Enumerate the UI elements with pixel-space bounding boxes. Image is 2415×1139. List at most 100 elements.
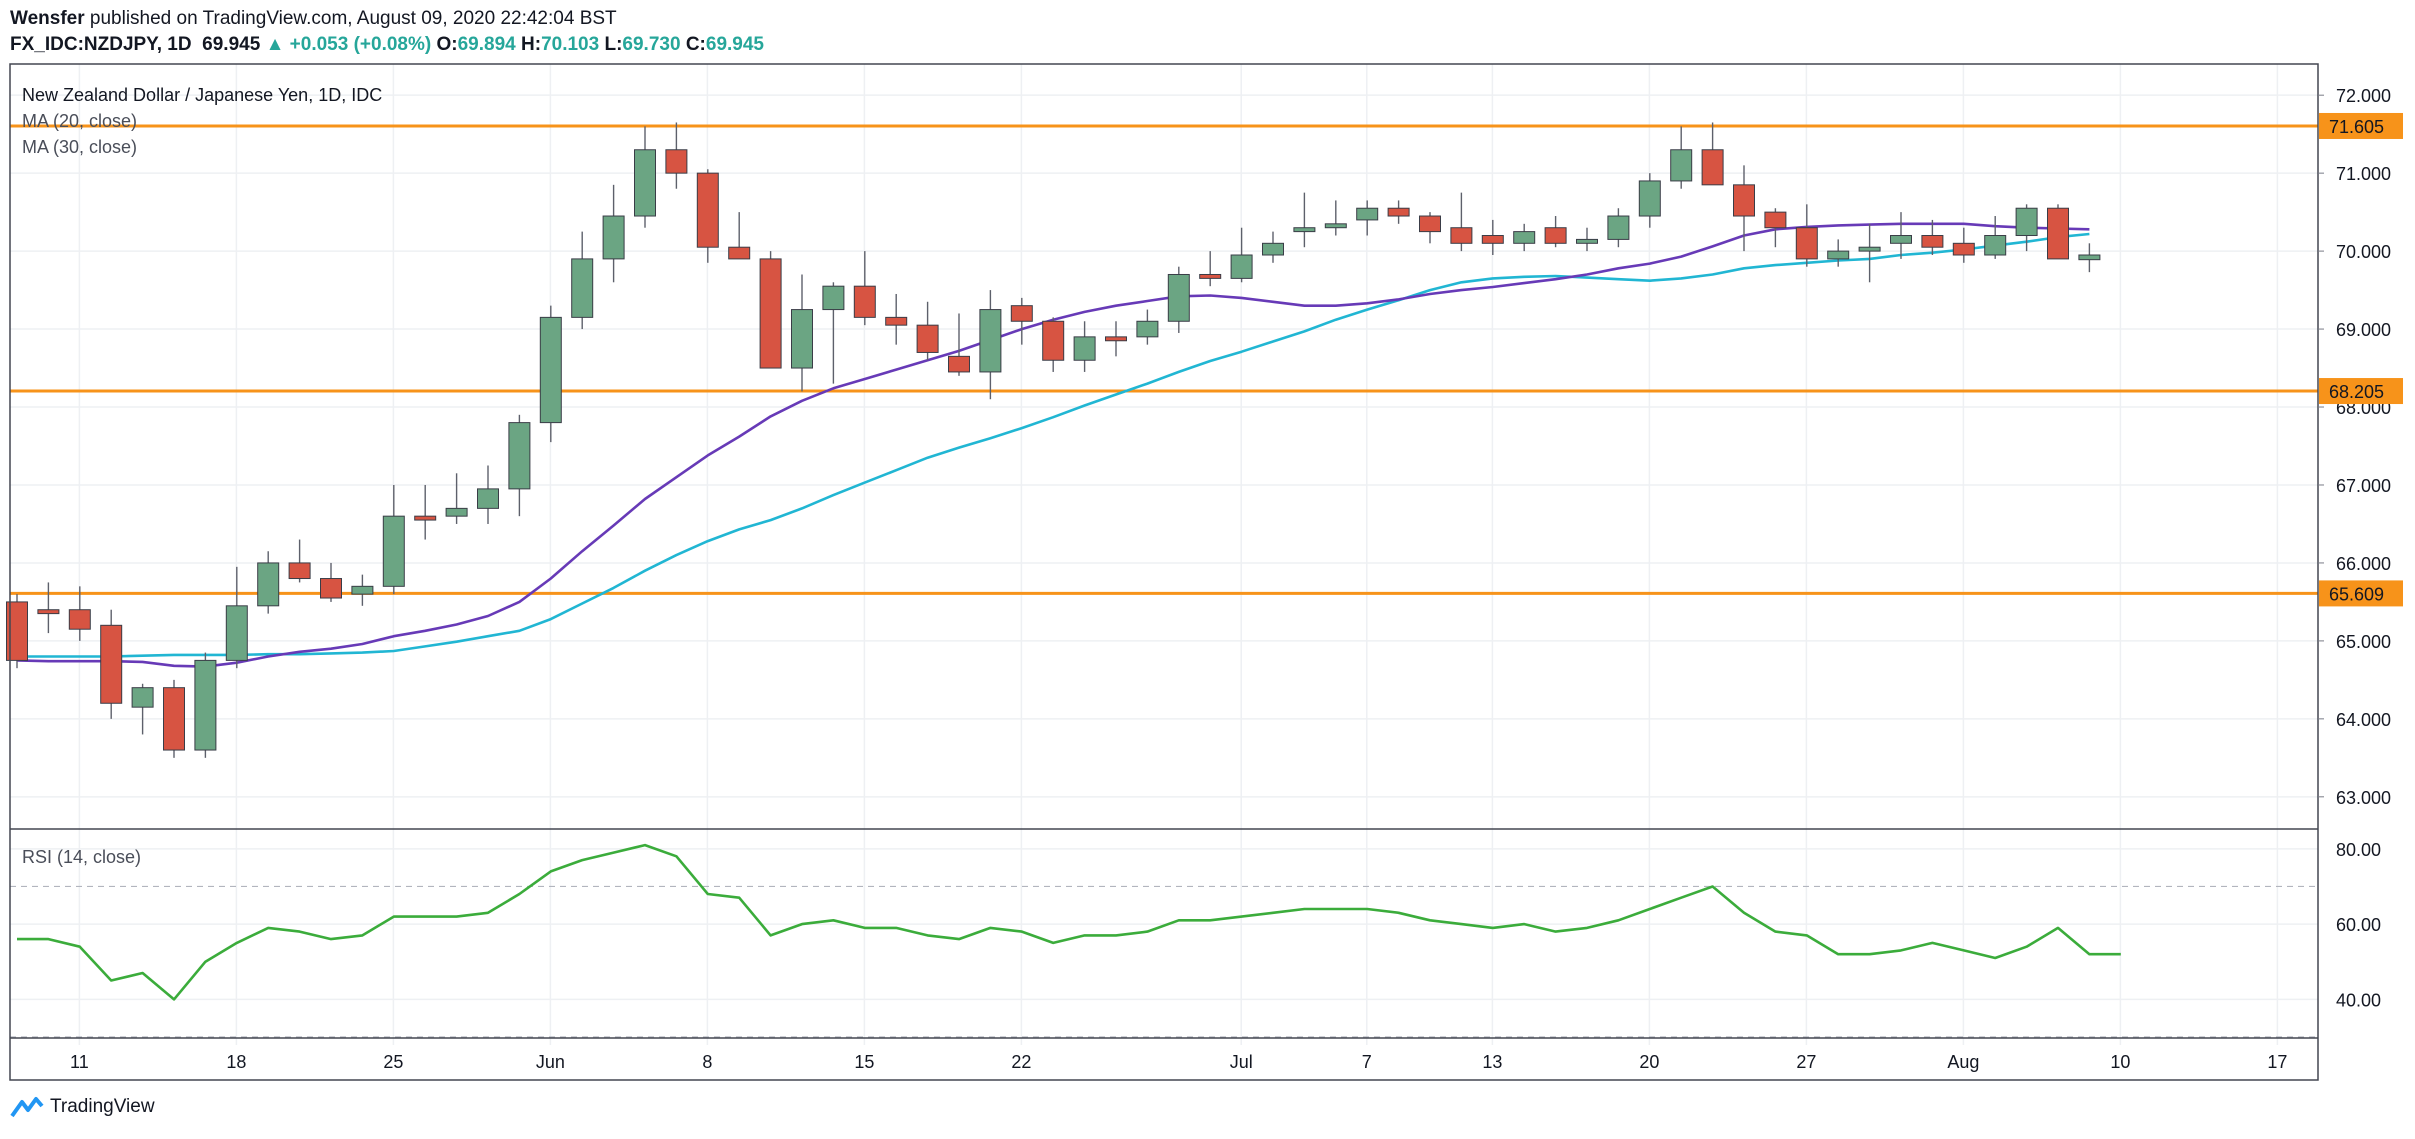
candle-body-down [1199,273,1222,279]
candle [1262,231,1284,263]
candle [1921,219,1944,255]
candle [1984,216,2007,259]
candle [1607,208,1630,248]
candle-body-up [539,316,562,424]
time-tick-label: 8 [702,1052,712,1072]
candle-body-down [320,578,342,599]
candle-body-down [1105,336,1127,342]
candle [1230,227,1253,283]
price-tick-label: 63.000 [2336,788,2391,808]
close-value: 69.945 [705,34,765,55]
plot-border [9,63,2319,1081]
open-label: O: [436,34,458,55]
candle-body-up [1167,273,1190,322]
rsi-line [17,843,2121,1001]
low-label: L: [604,34,623,55]
candle-body-up [1827,250,1850,260]
candle [1199,251,1222,287]
price-tick-label: 71.000 [2336,164,2391,184]
horizontal-levels[interactable] [10,124,2318,595]
candle-body-up [351,585,374,595]
legend-ma30[interactable]: MA (30, close) [22,137,137,157]
level-price-tag [2319,378,2403,405]
candle-body-up [791,309,813,369]
candle-body-down [885,316,908,326]
candle [163,679,185,758]
price-tick-label: 64.000 [2336,710,2391,730]
price-axis[interactable]: 72.00071.00070.00069.00068.00067.00066.0… [2318,86,2391,1010]
publish-info: published on TradingView.com, August 09,… [89,8,617,29]
time-tick-label: Jun [536,1052,565,1072]
candle [1010,297,1033,345]
candle-body-up [1293,227,1316,233]
author-name[interactable]: Wensfer [10,8,85,29]
time-tick-label: 11 [70,1052,89,1072]
high-value: 70.103 [541,34,600,55]
time-axis[interactable]: 11 18 25 Jun 8 15 22 Jul 7 13 20 27 Aug 10 17 [70,1052,2287,1072]
symbol-line: FX_IDC:NZDJPY, 1D 69.945 ▲ +0.053 (+0.08… [10,32,764,58]
candle [1419,212,1441,244]
candle-body-down [1921,235,1944,248]
candle [2015,204,2038,252]
candle-body-down [1952,242,1975,256]
tradingview-brand: TradingView [50,1096,155,1117]
candle-body-down [948,355,970,373]
candle-body-down [1701,149,1724,186]
time-tick-label: 17 [2267,1052,2287,1072]
price-tick-label: 72.000 [2336,86,2391,106]
candle [351,574,374,606]
candle-body-down [1795,227,1818,260]
candle-body-down [414,515,437,521]
candle [1356,200,1379,236]
legend-ma20[interactable]: MA (20, close) [22,111,137,131]
candle-body-up [2078,254,2101,261]
candle [131,683,154,735]
candle [1638,173,1661,228]
candle [1670,126,1693,189]
candle [414,484,437,540]
candle-body-down [1387,207,1410,217]
candle [791,274,813,392]
candle [665,122,688,189]
candle-body-up [1858,246,1881,252]
time-tick-label: 15 [854,1052,874,1072]
legend-rsi[interactable]: RSI (14, close) [22,847,141,867]
level-price-label: 65.609 [2329,584,2384,604]
rsi-pane [10,843,2318,1038]
candle-body-up [508,422,531,490]
candle-body-up [1230,254,1253,279]
time-tick-label: 18 [226,1052,246,1072]
price-tick-label: 66.000 [2336,554,2391,574]
candle-body-up [979,309,1002,373]
candle [1042,317,1065,372]
time-tick-label: 25 [383,1052,403,1072]
candle [508,414,531,517]
candle-body-up [257,562,280,607]
time-tick-label: Jul [1230,1052,1253,1072]
candle-body-up [382,515,405,587]
candle-body-down [1764,211,1787,229]
candle [853,251,876,326]
candle [1387,200,1410,224]
candle [6,594,28,669]
candle [1952,227,1975,263]
candle [1890,212,1912,259]
price-tick-label: 65.000 [2336,632,2391,652]
candle-body-up [634,149,656,217]
candle-body-up [602,215,625,260]
tradingview-logo[interactable]: TradingView [10,1096,155,1118]
candle-body-up [1638,180,1661,217]
candle-body-down [1010,305,1033,322]
symbol-name: FX_IDC:NZDJPY, 1D [10,34,192,55]
price-tick-label: 67.000 [2336,476,2391,496]
candle-body-up [571,258,594,318]
candle [571,231,594,330]
candle [1733,165,1755,252]
ma30-line [17,232,2090,658]
price-change: ▲ +0.053 (+0.08%) [265,34,432,55]
last-price: 69.945 [202,34,261,55]
rsi-tick-label: 40.00 [2336,990,2381,1010]
candle [320,562,342,602]
candle-body-up [1890,235,1912,244]
